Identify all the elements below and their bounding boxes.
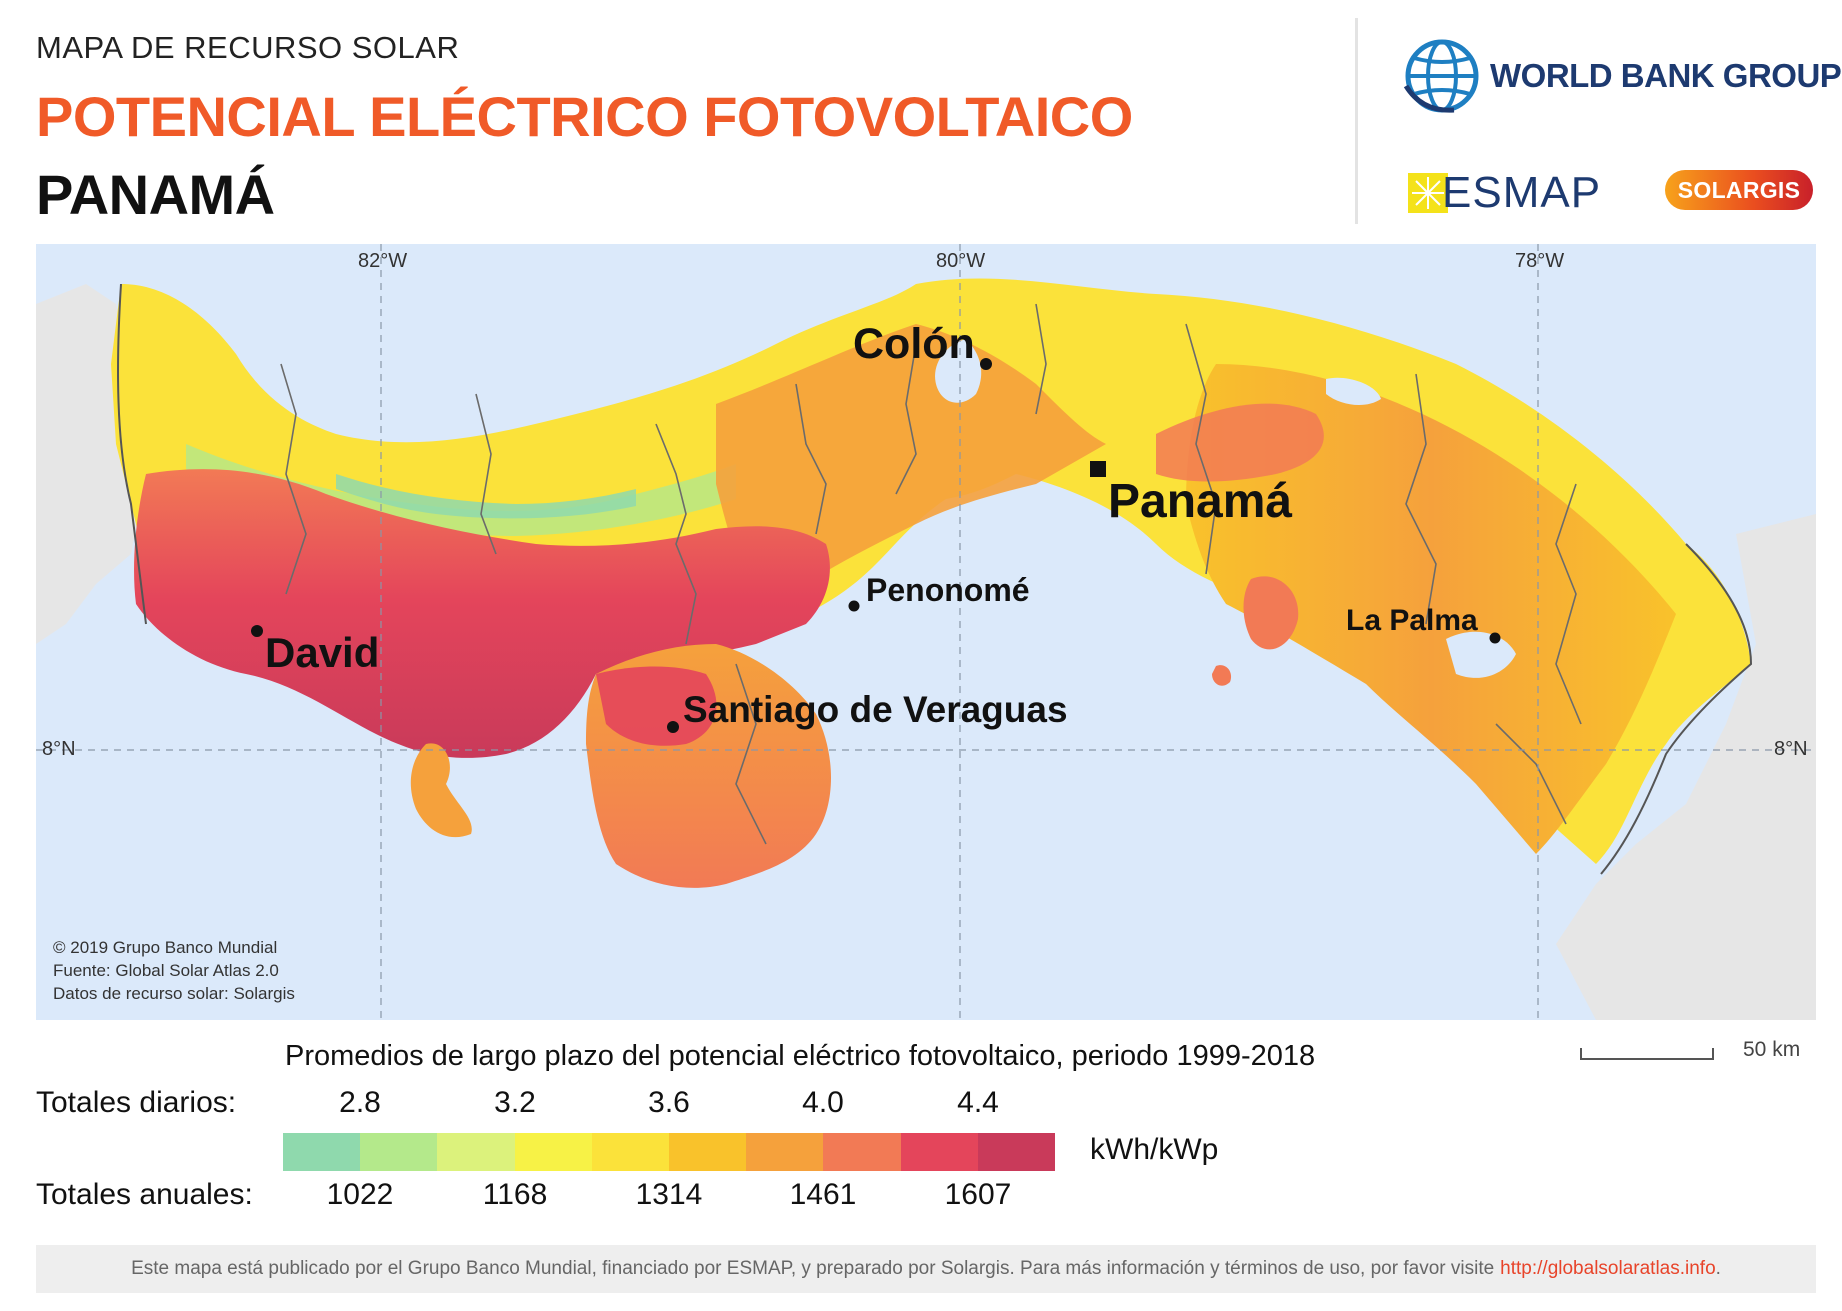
footer-link[interactable]: http://globalsolaratlas.info bbox=[1500, 1258, 1716, 1279]
west-pacific-red bbox=[134, 469, 830, 758]
sun-burst-icon bbox=[1408, 173, 1448, 213]
legend-swatch-3 bbox=[437, 1133, 515, 1171]
daily-tick: 4.0 bbox=[802, 1086, 844, 1119]
solar-map: 82°W 80°W 78°W 8°N 8°N Colón Panamá Peno… bbox=[36, 244, 1816, 1020]
legend-swatch-4 bbox=[514, 1133, 592, 1171]
legend-swatch-9 bbox=[900, 1133, 978, 1171]
map-kicker: MAPA DE RECURSO SOLAR bbox=[36, 30, 460, 65]
lat-label-8n-left: 8°N bbox=[42, 738, 76, 760]
annual-tick: 1607 bbox=[944, 1178, 1012, 1211]
daily-totals-label: Totales diarios: bbox=[36, 1086, 237, 1119]
annual-tick: 1461 bbox=[789, 1178, 857, 1211]
scale-bar-label: 50 km bbox=[1743, 1038, 1801, 1061]
colombia-border bbox=[1600, 543, 1753, 875]
colombia-land bbox=[1556, 514, 1816, 1020]
pearl-islands bbox=[1243, 576, 1299, 650]
daily-tick: 2.8 bbox=[339, 1086, 381, 1119]
legend-title: Promedios de largo plazo del potencial e… bbox=[285, 1040, 1316, 1072]
country-border bbox=[117, 283, 147, 625]
david-marker bbox=[251, 625, 263, 637]
legend-unit: kWh/kWp bbox=[1090, 1133, 1219, 1166]
gatun-lake bbox=[935, 339, 982, 403]
city-label-santiago: Santiago de Veraguas bbox=[683, 689, 1068, 730]
bayano-lake bbox=[1326, 377, 1381, 406]
footer-text: Este mapa está publicado por el Grupo Ba… bbox=[131, 1258, 1495, 1279]
legend-swatch-8 bbox=[823, 1133, 901, 1171]
esmap-wordmark: ESMAP bbox=[1442, 168, 1602, 217]
annual-tick: 1314 bbox=[635, 1178, 703, 1211]
annual-tick: 1022 bbox=[326, 1178, 394, 1211]
color-scale-bar bbox=[283, 1133, 1056, 1171]
la-palma-marker bbox=[1489, 632, 1501, 644]
world-bank-logo: WORLD BANK GROUP bbox=[1402, 36, 1842, 116]
darien-orange bbox=[1186, 364, 1676, 854]
globe-icon bbox=[1403, 39, 1479, 113]
highland-core bbox=[336, 474, 636, 519]
graticule bbox=[36, 244, 1816, 1020]
map-canvas bbox=[36, 244, 1816, 1020]
annual-totals-label: Totales anuales: bbox=[36, 1178, 253, 1211]
lat-label-8n-right: 8°N bbox=[1774, 738, 1808, 760]
footer-end: . bbox=[1715, 1258, 1721, 1279]
city-label-colon: Colón bbox=[853, 320, 975, 368]
central-orange bbox=[716, 324, 1106, 594]
azuero-west-red bbox=[596, 666, 717, 746]
colon-marker bbox=[980, 358, 992, 370]
city-label-la-palma: La Palma bbox=[1346, 604, 1478, 637]
darien-coast-orange bbox=[1156, 403, 1324, 482]
scale-bar-line bbox=[1580, 1048, 1714, 1060]
daily-tick: 3.6 bbox=[648, 1086, 690, 1119]
penonome-marker bbox=[848, 600, 860, 612]
credit-data: Datos de recurso solar: Solargis bbox=[53, 984, 295, 1003]
legend-swatch-6 bbox=[669, 1133, 747, 1171]
header-divider bbox=[1355, 18, 1358, 224]
page-title: POTENCIAL ELÉCTRICO FOTOVOLTAICO bbox=[36, 85, 1133, 148]
world-bank-wordmark: WORLD BANK GROUP bbox=[1490, 57, 1842, 94]
credit-copyright: © 2019 Grupo Banco Mundial bbox=[53, 938, 278, 957]
coiba-island bbox=[410, 743, 472, 838]
gulf-san-miguel bbox=[1446, 631, 1516, 678]
city-label-penonome: Penonomé bbox=[866, 572, 1030, 608]
annual-tick: 1168 bbox=[482, 1178, 548, 1211]
lon-label-80w: 80°W bbox=[936, 250, 986, 272]
legend-swatch-10 bbox=[977, 1133, 1056, 1171]
legend-swatch-7 bbox=[746, 1133, 824, 1171]
city-label-david: David bbox=[265, 629, 380, 676]
province-borders bbox=[280, 303, 1582, 845]
daily-tick: 4.4 bbox=[957, 1086, 999, 1119]
legend-swatch-1 bbox=[283, 1133, 361, 1171]
city-label-panama: Panamá bbox=[1108, 475, 1293, 528]
santiago-marker bbox=[667, 721, 679, 733]
lon-label-78w: 78°W bbox=[1515, 250, 1565, 272]
lon-label-82w: 82°W bbox=[358, 250, 408, 272]
legend-swatch-5 bbox=[591, 1133, 670, 1171]
daily-tick: 3.2 bbox=[494, 1086, 536, 1119]
solargis-logo: SOLARGIS bbox=[1665, 170, 1813, 210]
legend-swatch-2 bbox=[360, 1133, 438, 1171]
map-credits: © 2019 Grupo Banco Mundial Fuente: Globa… bbox=[53, 936, 295, 1005]
pearl-islet bbox=[1212, 665, 1232, 686]
footer-notice: Este mapa está publicado por el Grupo Ba… bbox=[36, 1245, 1816, 1293]
panama-capital-marker bbox=[1090, 461, 1106, 477]
country-title: PANAMÁ bbox=[36, 163, 275, 226]
esmap-logo: ESMAP bbox=[1408, 168, 1601, 218]
credit-source: Fuente: Global Solar Atlas 2.0 bbox=[53, 961, 279, 980]
